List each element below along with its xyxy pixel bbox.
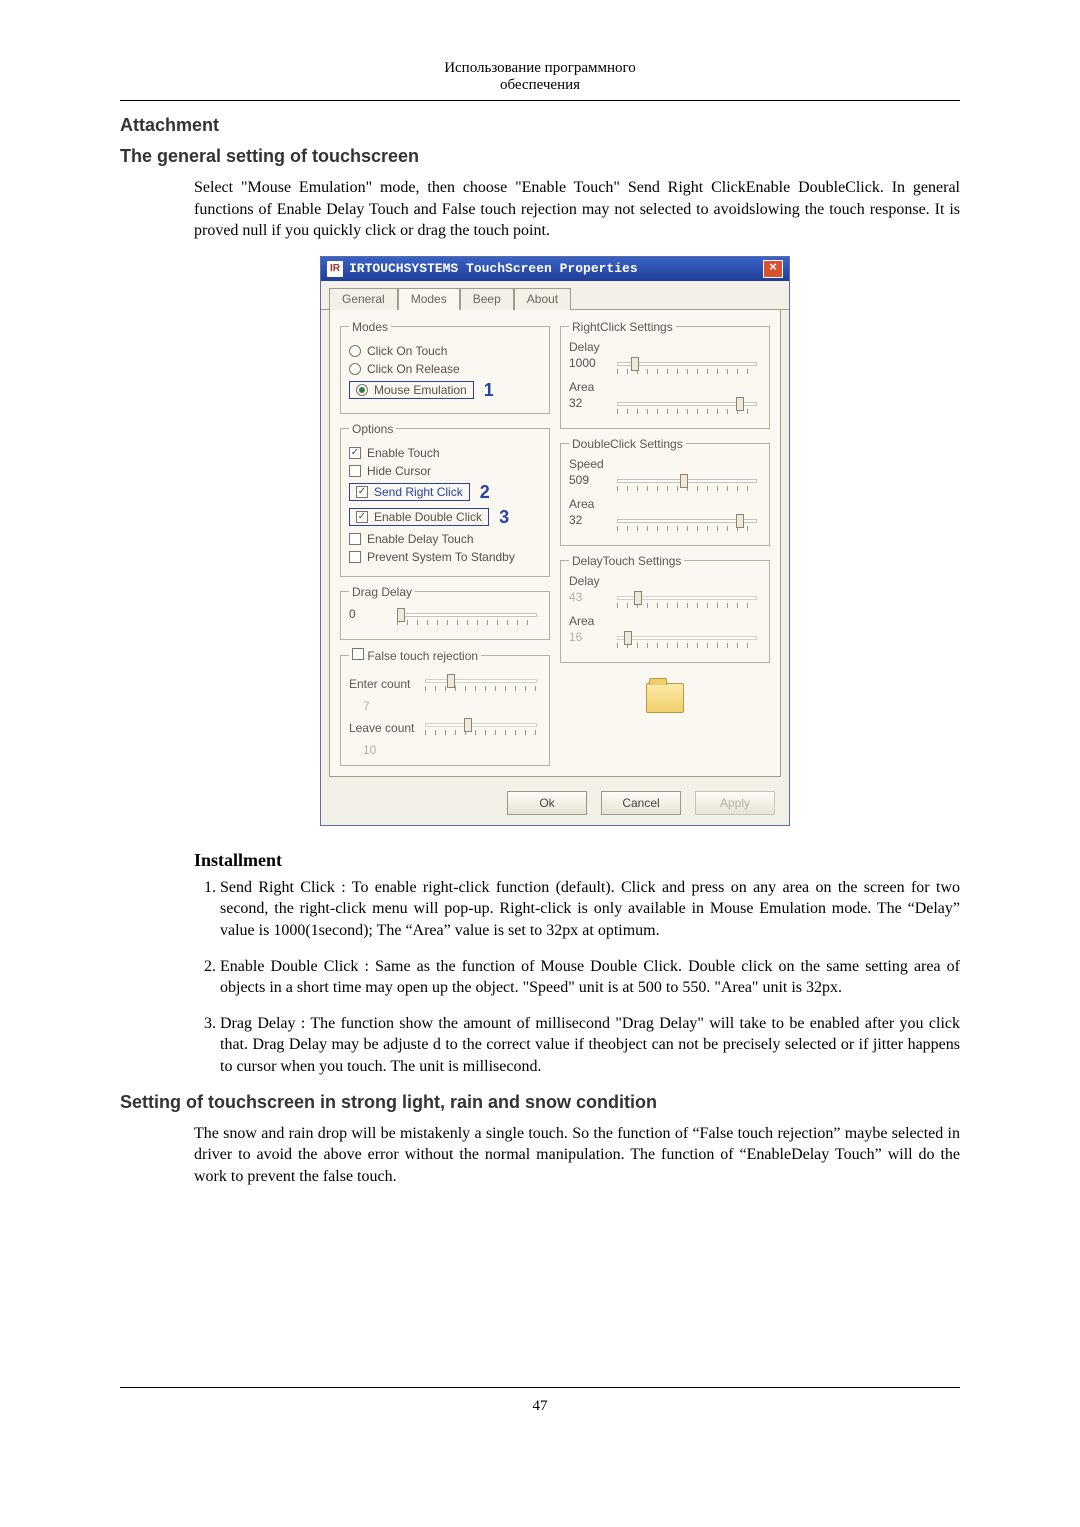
folder-preview bbox=[560, 671, 770, 713]
modes-group: Modes Click On Touch Click On Release Mo… bbox=[340, 320, 550, 414]
false-touch-legend: False touch rejection bbox=[367, 649, 478, 663]
dialog-titlebar[interactable]: IR IRTOUCHSYSTEMS TouchScreen Properties… bbox=[321, 257, 789, 281]
doubleclick-speed-slider[interactable]: 509 bbox=[569, 473, 761, 493]
apply-button: Apply bbox=[695, 791, 775, 815]
dialog-buttons: Ok Cancel Apply bbox=[321, 785, 789, 825]
leave-count-slider bbox=[425, 717, 541, 737]
footer-rule bbox=[120, 1387, 960, 1388]
rightclick-area-label: Area bbox=[569, 380, 761, 394]
false-touch-group: False touch rejection Enter count 7 Leav… bbox=[340, 648, 550, 766]
header-rule bbox=[120, 100, 960, 101]
drag-delay-legend: Drag Delay bbox=[349, 585, 415, 599]
options-group: Options Enable Touch Hide Cursor Send Ri… bbox=[340, 422, 550, 577]
page: Использование программного обеспечения A… bbox=[0, 0, 1080, 1455]
radio-icon bbox=[349, 345, 361, 357]
rightclick-legend: RightClick Settings bbox=[569, 320, 676, 334]
tab-about[interactable]: About bbox=[514, 288, 571, 310]
check-enable-double-click[interactable]: Enable Double Click 3 bbox=[349, 507, 541, 528]
header-line-2: обеспечения bbox=[120, 77, 960, 94]
heading-strong-light: Setting of touchscreen in strong light, … bbox=[120, 1092, 960, 1113]
delaytouch-legend: DelayTouch Settings bbox=[569, 554, 684, 568]
list-item: Send Right Click : To enable right-click… bbox=[220, 877, 960, 942]
rightclick-delay-label: Delay bbox=[569, 340, 761, 354]
radio-icon bbox=[356, 384, 368, 396]
doubleclick-settings-group: DoubleClick Settings Speed 509 Area 32 bbox=[560, 437, 770, 546]
enter-count-value: 7 bbox=[363, 699, 541, 713]
heading-attachment: Attachment bbox=[120, 115, 960, 136]
dialog-tabs: General Modes Beep About bbox=[321, 281, 789, 310]
rightclick-area-slider[interactable]: 32 bbox=[569, 396, 761, 416]
modes-legend: Modes bbox=[349, 320, 391, 334]
cancel-button[interactable]: Cancel bbox=[601, 791, 681, 815]
page-number: 47 bbox=[120, 1398, 960, 1415]
checkbox-icon bbox=[356, 511, 368, 523]
list-item: Drag Delay : The function show the amoun… bbox=[220, 1013, 960, 1078]
installment-list: Send Right Click : To enable right-click… bbox=[194, 877, 960, 1078]
check-send-right-click[interactable]: Send Right Click 2 bbox=[349, 482, 541, 503]
left-column: Modes Click On Touch Click On Release Mo… bbox=[340, 320, 550, 766]
options-legend: Options bbox=[349, 422, 396, 436]
right-column: RightClick Settings Delay 1000 Area 32 D… bbox=[560, 320, 770, 766]
radio-icon bbox=[349, 363, 361, 375]
tab-general[interactable]: General bbox=[329, 288, 398, 310]
tab-beep[interactable]: Beep bbox=[460, 288, 514, 310]
properties-dialog: IR IRTOUCHSYSTEMS TouchScreen Properties… bbox=[320, 256, 790, 826]
delaytouch-settings-group: DelayTouch Settings Delay 43 Area 16 bbox=[560, 554, 770, 663]
checkbox-icon bbox=[349, 533, 361, 545]
intro-paragraph: Select "Mouse Emulation" mode, then choo… bbox=[194, 177, 960, 242]
dialog-pane: Modes Click On Touch Click On Release Mo… bbox=[329, 310, 781, 777]
checkbox-icon bbox=[349, 465, 361, 477]
heading-general: The general setting of touchscreen bbox=[120, 146, 960, 167]
checkbox-icon bbox=[356, 486, 368, 498]
check-enable-delay-touch[interactable]: Enable Delay Touch bbox=[349, 532, 541, 546]
doubleclick-legend: DoubleClick Settings bbox=[569, 437, 686, 451]
leave-count-label: Leave count bbox=[349, 721, 419, 735]
rightclick-settings-group: RightClick Settings Delay 1000 Area 32 bbox=[560, 320, 770, 429]
check-prevent-standby[interactable]: Prevent System To Standby bbox=[349, 550, 541, 564]
checkbox-icon bbox=[349, 447, 361, 459]
doubleclick-speed-label: Speed bbox=[569, 457, 761, 471]
drag-delay-group: Drag Delay 0 bbox=[340, 585, 550, 640]
enter-count-slider bbox=[425, 673, 541, 693]
callout-1: 1 bbox=[484, 380, 494, 401]
rightclick-delay-slider[interactable]: 1000 bbox=[569, 356, 761, 376]
checkbox-icon[interactable] bbox=[352, 648, 364, 660]
delaytouch-area-slider: 16 bbox=[569, 630, 761, 650]
radio-mouse-emulation[interactable]: Mouse Emulation 1 bbox=[349, 380, 541, 401]
callout-2: 2 bbox=[480, 482, 490, 503]
app-icon: IR bbox=[327, 261, 343, 277]
doubleclick-area-slider[interactable]: 32 bbox=[569, 513, 761, 533]
tab-modes[interactable]: Modes bbox=[398, 288, 460, 310]
close-icon[interactable]: × bbox=[763, 260, 783, 278]
page-header: Использование программного обеспечения bbox=[120, 60, 960, 94]
heading-installment: Installment bbox=[194, 850, 960, 871]
enter-count-label: Enter count bbox=[349, 677, 419, 691]
radio-click-on-release[interactable]: Click On Release bbox=[349, 362, 541, 376]
dialog-title: IRTOUCHSYSTEMS TouchScreen Properties bbox=[349, 261, 638, 276]
delaytouch-area-label: Area bbox=[569, 614, 761, 628]
delaytouch-delay-slider: 43 bbox=[569, 590, 761, 610]
header-line-1: Использование программного bbox=[120, 60, 960, 77]
delaytouch-delay-label: Delay bbox=[569, 574, 761, 588]
checkbox-icon bbox=[349, 551, 361, 563]
check-hide-cursor[interactable]: Hide Cursor bbox=[349, 464, 541, 478]
doubleclick-area-label: Area bbox=[569, 497, 761, 511]
list-item: Enable Double Click : Same as the functi… bbox=[220, 956, 960, 999]
drag-delay-slider[interactable]: 0 bbox=[349, 607, 541, 627]
radio-click-on-touch[interactable]: Click On Touch bbox=[349, 344, 541, 358]
strong-light-paragraph: The snow and rain drop will be mistakenl… bbox=[194, 1123, 960, 1188]
callout-3: 3 bbox=[499, 507, 509, 528]
check-enable-touch[interactable]: Enable Touch bbox=[349, 446, 541, 460]
ok-button[interactable]: Ok bbox=[507, 791, 587, 815]
folder-icon bbox=[646, 683, 684, 713]
leave-count-value: 10 bbox=[363, 743, 541, 757]
